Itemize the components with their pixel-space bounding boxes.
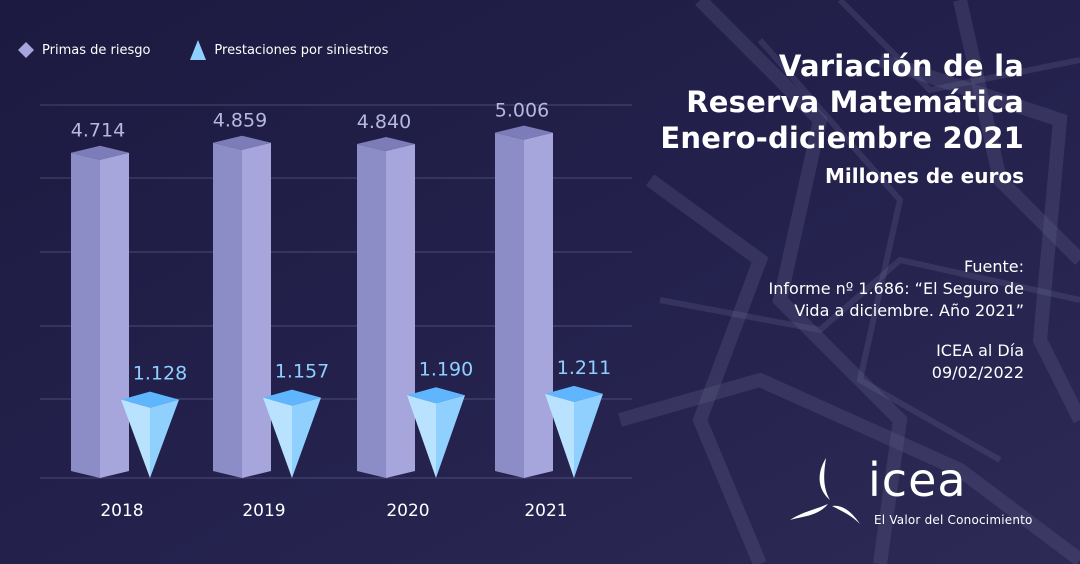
bar-primas-2020-right <box>386 144 415 479</box>
x-tick-label-2021: 2021 <box>524 501 567 521</box>
icea-logo: icea El Valor del Conocimiento <box>786 452 1046 542</box>
legend-item-prestaciones: Prestaciones por siniestros <box>190 40 388 60</box>
chart-title-line-2: Reserva Matemática <box>686 85 1024 119</box>
chart-title-block: Variación de la Reserva Matemática Enero… <box>660 48 1024 188</box>
bar-primas-2018-right <box>100 152 129 478</box>
bar-primas-2020-left <box>357 144 386 479</box>
label-prestaciones-2019: 1.157 <box>275 361 329 383</box>
label-prestaciones-2018: 1.128 <box>133 363 187 385</box>
tri-prestaciones-2021-right <box>574 393 603 478</box>
label-prestaciones-2021: 1.211 <box>557 357 611 379</box>
legend-item-primas: Primas de riesgo <box>18 42 150 58</box>
tri-prestaciones-2020-right <box>436 395 465 478</box>
source-date: 09/02/2022 <box>931 363 1024 382</box>
legend-label-primas: Primas de riesgo <box>42 42 151 58</box>
triangle-icon <box>190 40 207 60</box>
label-primas-2020: 4.840 <box>357 111 411 133</box>
bar-primas-2021-left <box>495 132 524 478</box>
chart-title-line-1: Variación de la <box>778 49 1024 83</box>
tri-prestaciones-2018-right <box>150 399 179 478</box>
legend-label-prestaciones: Prestaciones por siniestros <box>214 42 389 58</box>
x-tick-label-2018: 2018 <box>100 501 143 521</box>
tri-prestaciones-2019-left <box>263 397 292 478</box>
bar-primas-2019-left <box>213 142 242 478</box>
icea-logo-mark-icon <box>790 458 860 524</box>
label-prestaciones-2020: 1.190 <box>419 358 473 380</box>
x-tick-label-2019: 2019 <box>242 501 285 521</box>
bar-primas-2021-right <box>524 132 553 478</box>
source-block: Fuente: Informe nº 1.686: “El Seguro de … <box>769 256 1024 384</box>
chart-subtitle: Millones de euros <box>824 164 1024 188</box>
bar-primas-2019-top <box>213 135 271 150</box>
source-publication: ICEA al Día <box>936 341 1024 360</box>
bar-chart: 4.714 1.128 2018 4.859 1.157 2019 4.840 1.190 20… <box>40 100 632 521</box>
label-primas-2021: 5.006 <box>495 100 549 122</box>
chart-legend: Primas de riesgo Prestaciones por sinies… <box>18 40 428 60</box>
bar-primas-2018-left <box>71 152 100 478</box>
label-primas-2018: 4.714 <box>71 120 125 142</box>
chart-title-line-3: Enero-diciembre 2021 <box>660 121 1024 155</box>
bar-primas-2018-top <box>71 145 129 160</box>
bar-primas-2021-top <box>495 125 553 140</box>
logo-wordmark: icea <box>868 453 967 507</box>
bar-primas-2019-right <box>242 142 271 478</box>
bar-primas-2020-top <box>357 137 415 152</box>
tri-prestaciones-2020-left <box>407 395 436 478</box>
tri-prestaciones-2021-left <box>545 393 574 478</box>
source-line-1: Informe nº 1.686: “El Seguro de <box>768 279 1024 298</box>
source-label: Fuente: <box>964 257 1024 276</box>
label-primas-2019: 4.859 <box>213 110 267 132</box>
tri-prestaciones-2019-right <box>292 397 321 478</box>
tri-prestaciones-2018-left <box>121 399 150 478</box>
source-line-2: Vida a diciembre. Año 2021” <box>794 301 1024 320</box>
x-tick-label-2020: 2020 <box>386 501 429 521</box>
logo-tagline: El Valor del Conocimiento <box>874 513 1033 527</box>
diamond-icon <box>18 42 34 58</box>
